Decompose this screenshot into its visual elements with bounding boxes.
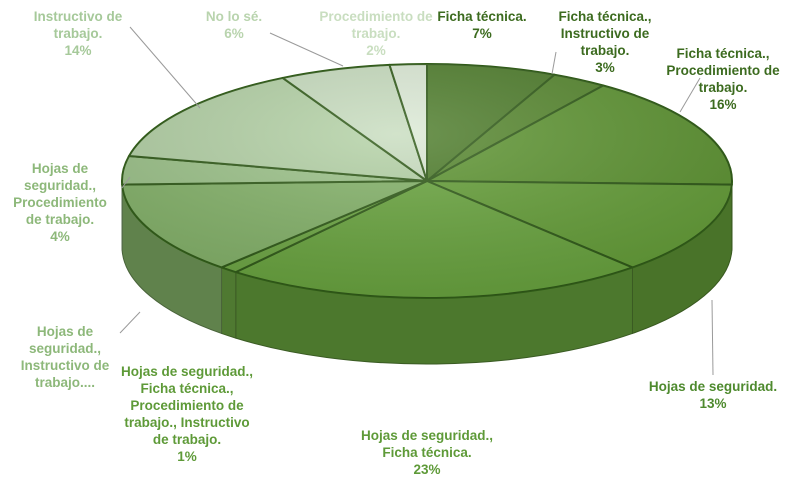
leader-lines [119, 26, 714, 376]
data-label-line: 1% [177, 449, 197, 464]
data-label-line: 23% [413, 462, 441, 477]
data-label-line: seguridad., [28, 341, 102, 356]
data-label-line: seguridad., [23, 178, 96, 193]
data-label-line: 2% [366, 43, 386, 58]
data-label-7: Hojas de seguridad., Procedimiento de traba… [13, 160, 107, 245]
leader-line-2 [679, 77, 701, 113]
data-label-3: Hojas de seguridad. 13% [649, 378, 777, 412]
data-label-line: trabajo. [53, 26, 103, 41]
data-label-10: Procedimiento de trabajo. 2% [319, 8, 432, 59]
data-label-9: No lo sé. 6% [206, 8, 262, 42]
data-label-line: 3% [595, 60, 615, 75]
data-label-line: trabajo. [351, 26, 401, 41]
pie-side-5 [221, 266, 237, 339]
leader-line-7 [121, 176, 131, 189]
data-label-line: trabajo.... [34, 375, 96, 390]
data-label-line: 6% [224, 26, 244, 41]
leader-line-8 [129, 26, 201, 109]
data-label-line: 13% [699, 396, 727, 411]
data-label-0: Ficha técnica. 7% [437, 8, 526, 42]
data-label-line: Ficha técnica., [140, 381, 234, 396]
data-label-8: Instructivo de trabajo. 14% [34, 8, 123, 59]
data-label-1: Ficha técnica., Instructivo de trabajo. 3% [558, 8, 651, 76]
data-label-line: 7% [472, 26, 492, 41]
data-label-line: de trabajo. [25, 212, 95, 227]
data-label-line: Hojas de seguridad., [120, 364, 254, 379]
data-label-line: Hojas de [36, 324, 94, 339]
data-label-line: trabajo. [580, 43, 630, 58]
data-label-line: Ficha técnica., [558, 9, 652, 24]
leader-line-1 [551, 51, 557, 75]
data-label-line: Hojas de seguridad., [360, 428, 494, 443]
leader-line-9 [269, 32, 344, 67]
data-label-line: Procedimiento de [319, 9, 433, 24]
data-label-line: Hojas de [31, 161, 89, 176]
leader-line-3 [711, 299, 714, 376]
data-label-line: 4% [50, 229, 70, 244]
data-label-line: Procedimiento de [666, 63, 780, 78]
data-label-6: Hojas de seguridad., Instructivo de trabajo… [21, 323, 110, 391]
data-label-5: Hojas de seguridad., Ficha técnica., Proce… [121, 363, 253, 465]
data-label-line: Ficha técnica., [676, 46, 770, 61]
data-label-line: trabajo., Instructivo [124, 415, 250, 430]
data-label-4: Hojas de seguridad., Ficha técnica. 23% [361, 427, 493, 478]
data-label-line: 14% [64, 43, 92, 58]
data-label-line: Instructivo de [560, 26, 650, 41]
data-label-line: Instructivo de [20, 358, 110, 373]
leader-line-6 [119, 311, 141, 334]
data-label-line: Procedimiento de [130, 398, 244, 413]
data-label-line: Procedimiento [13, 195, 107, 210]
data-label-line: Instructivo de [33, 9, 123, 24]
data-label-2: Ficha técnica., Procedimiento de trabajo. 1… [666, 45, 779, 113]
data-label-line: No lo sé. [205, 9, 263, 24]
data-label-line: de trabajo. [152, 432, 222, 447]
data-label-line: Ficha técnica. [437, 9, 527, 24]
data-label-line: trabajo. [698, 80, 748, 95]
pie-slices [121, 63, 733, 299]
data-label-line: Ficha técnica. [382, 445, 472, 460]
data-label-line: Hojas de seguridad. [648, 379, 778, 394]
data-label-line: 16% [709, 97, 737, 112]
